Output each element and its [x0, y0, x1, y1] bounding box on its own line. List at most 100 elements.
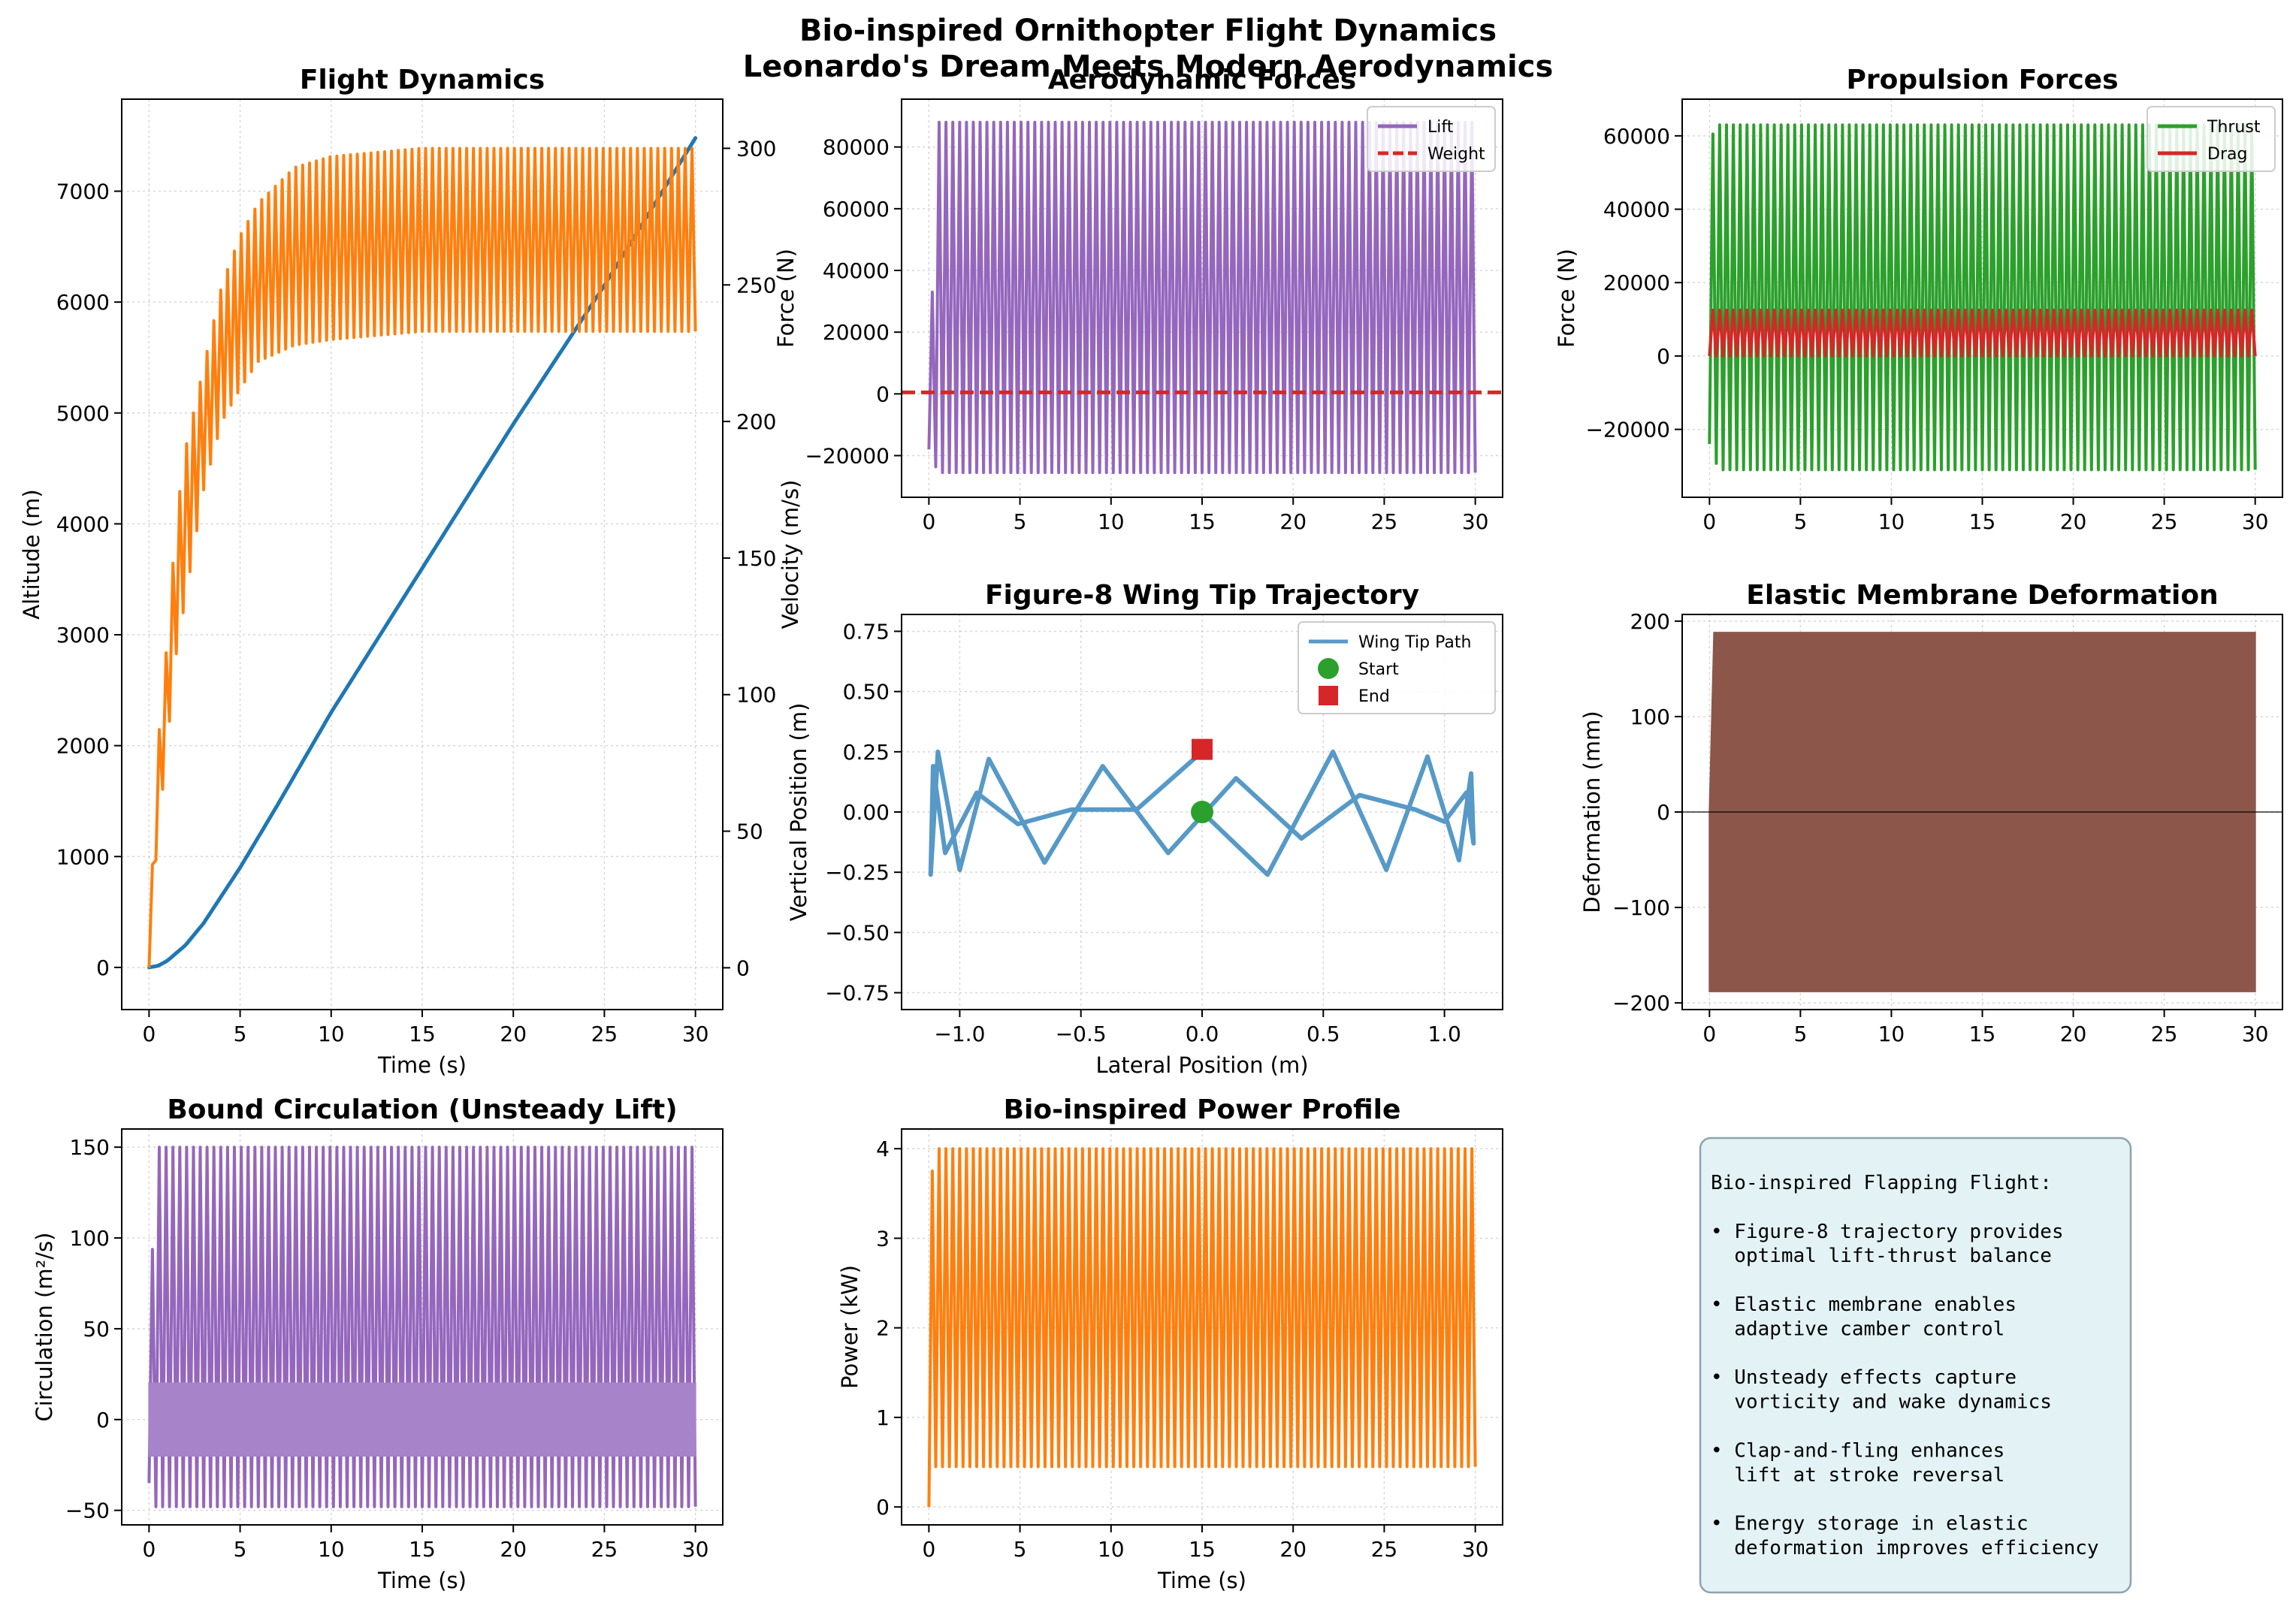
y-tick-label: 40000: [1603, 198, 1670, 222]
x-tick-label: 30: [682, 1537, 709, 1562]
note-line: • Figure-8 trajectory provides: [1711, 1221, 2064, 1243]
end-marker: [1192, 738, 1213, 760]
note-line: • Unsteady effects capture: [1711, 1366, 2017, 1389]
y-tick-label: 3000: [56, 623, 110, 648]
panel-traj: −1.0 −0.5 0.0 0.5 1.0 −0.75 −0.50 −0.25 0.00 0.25…: [786, 580, 1503, 1078]
x-tick-label: 0.5: [1307, 1022, 1340, 1046]
x-tick-label: 10: [1878, 509, 1905, 534]
x-tick-label: 0: [1702, 509, 1716, 534]
x-tick-label: 15: [409, 1022, 436, 1046]
x-tick-label: 10: [1878, 1022, 1905, 1046]
y-tick-label: −20000: [1585, 418, 1670, 442]
y-tick-label: −0.75: [825, 981, 890, 1006]
x-tick-label: 20: [1279, 509, 1307, 534]
x-tick-label: 10: [1098, 509, 1125, 534]
y-tick-label: 7000: [56, 180, 110, 204]
y2-tick-label: 200: [736, 409, 776, 434]
panel-title: Propulsion Forces: [1846, 65, 2118, 95]
y-tick-label: −0.25: [825, 860, 890, 885]
legend: Thrust Drag: [2146, 106, 2276, 172]
figure-title-line-2: Leonardo's Dream Meets Modern Aerodynami…: [743, 50, 1554, 84]
x-tick-label: 5: [234, 1537, 247, 1562]
series-lift: [927, 120, 1477, 475]
legend-label: Thrust: [2207, 118, 2261, 137]
note-line: lift at stroke reversal: [1711, 1464, 2004, 1487]
legend-label: End: [1358, 687, 1390, 706]
y-tick-label: 6000: [56, 290, 110, 315]
legend-label: Wing Tip Path: [1358, 633, 1471, 652]
legend-swatch: [1318, 658, 1339, 679]
y-tick-label: 150: [70, 1135, 110, 1160]
y2-tick-label: 250: [736, 273, 776, 297]
x-tick-label: 20: [500, 1537, 527, 1562]
panel-circ: 0 5 10 15 20 25 30 −50 0 50 100 150 Bound Circulatio…: [32, 1094, 724, 1593]
legend: Wing Tip Path Start End: [1298, 621, 1496, 714]
x-tick-label: 0: [922, 509, 935, 534]
y-tick-label: 1: [876, 1405, 890, 1430]
series-flight-1: [147, 146, 697, 968]
note-line: adaptive camber control: [1711, 1318, 2004, 1340]
x-tick-label: 15: [1969, 1022, 1996, 1046]
y-tick-label: 100: [1630, 705, 1670, 729]
y-tick-label: 0: [1657, 800, 1670, 825]
panel-title: Bio-inspired Power Profile: [1004, 1094, 1401, 1125]
y-tick-label: 0.00: [843, 800, 890, 825]
x-axis-label: Time (s): [1157, 1568, 1246, 1593]
y-tick-label: 4000: [56, 512, 110, 536]
y-tick-label: −50: [65, 1499, 110, 1523]
x-tick-label: −1.0: [934, 1022, 985, 1046]
x-tick-label: 15: [1189, 509, 1216, 534]
x-axis-label: Lateral Position (m): [1095, 1052, 1308, 1078]
y-tick-label: 20000: [1603, 270, 1670, 295]
x-tick-label: 30: [682, 1022, 709, 1046]
series-drag: [1708, 308, 2257, 358]
x-tick-label: 10: [318, 1537, 345, 1562]
note-line: Bio-inspired Flapping Flight:: [1711, 1172, 2052, 1194]
y-tick-label: 4: [876, 1137, 890, 1161]
y-axis-label: Altitude (m): [19, 489, 44, 619]
x-tick-label: 25: [2151, 1022, 2178, 1046]
series-circ-0: [147, 1146, 697, 1508]
note-line: • Energy storage in elastic: [1711, 1513, 2029, 1535]
legend: Lift Weight: [1367, 106, 1496, 172]
x-tick-label: −0.5: [1056, 1022, 1107, 1046]
legend-box: [1298, 621, 1496, 714]
y-tick-label: 40000: [823, 258, 890, 283]
x-tick-label: 5: [234, 1022, 247, 1046]
y2-tick-label: 300: [736, 136, 776, 161]
y-tick-label: 0: [876, 1495, 890, 1520]
notes-box-background: [1699, 1137, 2132, 1594]
x-tick-label: 0: [922, 1537, 935, 1562]
x-tick-label: 20: [2060, 509, 2087, 534]
panel-title: Flight Dynamics: [300, 65, 545, 95]
y-axis-label: Deformation (mm): [1579, 711, 1605, 913]
x-tick-label: 10: [318, 1022, 345, 1046]
y-axis-label: Force (N): [1554, 249, 1579, 348]
series-circ-1: [148, 1382, 696, 1457]
panel-flight: 0 5 10 15 20 25 300100020003000400050006000700…: [19, 65, 803, 1078]
x-tick-label: 15: [1969, 509, 1996, 534]
start-marker: [1191, 801, 1213, 823]
x-tick-label: 30: [2242, 1022, 2269, 1046]
y-tick-label: 0.75: [843, 619, 890, 644]
y-tick-label: 20000: [823, 320, 890, 345]
y-axis-label: Force (N): [773, 249, 799, 348]
series-power-0: [927, 1147, 1477, 1508]
y-tick-label: 60000: [823, 197, 890, 222]
x-tick-label: 5: [1014, 509, 1027, 534]
series-group: [902, 120, 1503, 475]
figure-title-line-1: Bio-inspired Ornithopter Flight Dynamics: [799, 14, 1497, 48]
x-tick-label: 25: [591, 1537, 618, 1562]
y2-tick-label: 0: [736, 955, 750, 980]
y-tick-label: 200: [1630, 609, 1670, 634]
y-tick-label: 0: [876, 382, 890, 406]
series-group: [147, 136, 698, 970]
x-axis-label: Time (s): [377, 1052, 467, 1078]
y-tick-label: 0.50: [843, 680, 890, 705]
panel-title: Figure-8 Wing Tip Trajectory: [985, 580, 1419, 611]
y-tick-label: 0: [96, 955, 110, 980]
panel-title: Aerodynamic Forces: [1048, 65, 1356, 95]
y-tick-label: 5000: [56, 401, 110, 426]
y2-axis-label: Velocity (m/s): [778, 480, 803, 629]
